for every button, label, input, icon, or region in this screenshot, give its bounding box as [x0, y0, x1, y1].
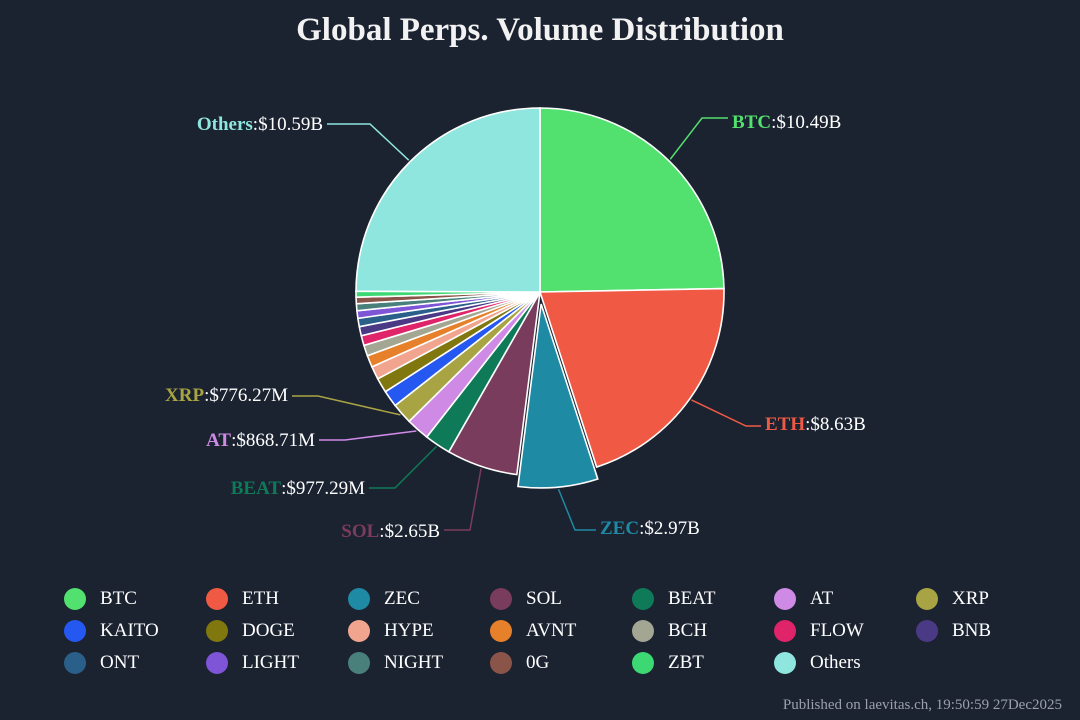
legend-label-eth: ETH	[242, 588, 279, 609]
legend-swatch-ont	[64, 652, 86, 674]
data-label-others: Others:$10.59B	[197, 114, 323, 135]
legend-label-xrp: XRP	[952, 588, 989, 609]
pie-slice-zec[interactable]	[517, 303, 599, 489]
legend-label-beat: BEAT	[668, 588, 716, 609]
label-line-sol	[444, 468, 482, 531]
legend-label-light: LIGHT	[242, 652, 299, 673]
chart-title: Global Perps. Volume Distribution	[296, 12, 784, 48]
legend-swatch-light	[206, 652, 228, 674]
label-line-beat	[369, 445, 437, 489]
data-label-eth: ETH:$8.63B	[765, 414, 866, 435]
legend-item-at[interactable]: AT	[774, 588, 916, 610]
legend-swatch-hype	[348, 620, 370, 642]
legend-swatch-zbt	[632, 652, 654, 674]
legend-item-hype[interactable]: HYPE	[348, 620, 490, 642]
legend-label-bnb: BNB	[952, 620, 992, 641]
legend-swatch-bch	[632, 620, 654, 642]
legend-item-doge[interactable]: DOGE	[206, 620, 348, 642]
published-footer: Published on laevitas.ch, 19:50:59 27Dec…	[782, 697, 1062, 713]
data-label-zec: ZEC:$2.97B	[600, 518, 700, 539]
pie-slice-others[interactable]	[355, 107, 541, 293]
legend-label-0g: 0G	[526, 652, 550, 673]
pie-slice-eth[interactable]	[538, 287, 725, 469]
legend-label-kaito: KAITO	[100, 620, 159, 641]
legend-label-hype: HYPE	[384, 620, 434, 641]
legend-label-sol: SOL	[526, 588, 562, 609]
legend-swatch-doge	[206, 620, 228, 642]
legend-label-doge: DOGE	[242, 620, 295, 641]
legend-label-ont: ONT	[100, 652, 140, 673]
legend-item-bnb[interactable]: BNB	[916, 620, 1058, 642]
legend: BTC ETH ZEC SOL BEAT AT XRP KAITO DOGE HYPE AVNT BC…	[64, 588, 1044, 674]
legend-item-others[interactable]: Others	[774, 652, 916, 674]
legend-swatch-avnt	[490, 620, 512, 642]
label-line-at	[319, 430, 417, 441]
legend-item-light[interactable]: LIGHT	[206, 652, 348, 674]
legend-swatch-others	[774, 652, 796, 674]
label-line-others	[327, 123, 410, 161]
legend-item-ont[interactable]: ONT	[64, 652, 206, 674]
legend-label-btc: BTC	[100, 588, 137, 609]
legend-item-0g[interactable]: 0G	[490, 652, 632, 674]
legend-swatch-sol	[490, 588, 512, 610]
label-line-btc	[669, 117, 728, 160]
legend-label-avnt: AVNT	[526, 620, 577, 641]
legend-label-at: AT	[810, 588, 834, 609]
legend-label-night: NIGHT	[384, 652, 444, 673]
label-line-zec	[557, 488, 596, 531]
legend-item-bch[interactable]: BCH	[632, 620, 774, 642]
label-line-xrp	[292, 395, 401, 416]
data-label-btc: BTC:$10.49B	[732, 112, 841, 133]
legend-item-flow[interactable]: FLOW	[774, 620, 916, 642]
data-label-xrp: XRP:$776.27M	[165, 385, 288, 406]
legend-swatch-night	[348, 652, 370, 674]
legend-item-btc[interactable]: BTC	[64, 588, 206, 610]
data-label-at: AT:$868.71M	[206, 430, 315, 451]
legend-swatch-zec	[348, 588, 370, 610]
legend-swatch-xrp	[916, 588, 938, 610]
legend-item-eth[interactable]: ETH	[206, 588, 348, 610]
legend-label-zec: ZEC	[384, 588, 420, 609]
legend-item-kaito[interactable]: KAITO	[64, 620, 206, 642]
legend-item-xrp[interactable]: XRP	[916, 588, 1058, 610]
legend-swatch-beat	[632, 588, 654, 610]
label-line-eth	[691, 399, 761, 427]
legend-item-avnt[interactable]: AVNT	[490, 620, 632, 642]
legend-label-zbt: ZBT	[668, 652, 704, 673]
legend-swatch-0g	[490, 652, 512, 674]
legend-swatch-btc	[64, 588, 86, 610]
legend-label-others: Others	[810, 652, 861, 673]
legend-label-bch: BCH	[668, 620, 708, 641]
data-label-sol: SOL:$2.65B	[341, 521, 440, 542]
legend-item-zbt[interactable]: ZBT	[632, 652, 774, 674]
legend-item-beat[interactable]: BEAT	[632, 588, 774, 610]
legend-label-flow: FLOW	[810, 620, 864, 641]
legend-item-zec[interactable]: ZEC	[348, 588, 490, 610]
legend-item-sol[interactable]: SOL	[490, 588, 632, 610]
pie-slice-btc[interactable]	[539, 107, 725, 293]
legend-swatch-flow	[774, 620, 796, 642]
legend-swatch-eth	[206, 588, 228, 610]
legend-swatch-bnb	[916, 620, 938, 642]
data-label-beat: BEAT:$977.29M	[231, 478, 365, 499]
legend-item-night[interactable]: NIGHT	[348, 652, 490, 674]
legend-swatch-kaito	[64, 620, 86, 642]
legend-swatch-at	[774, 588, 796, 610]
